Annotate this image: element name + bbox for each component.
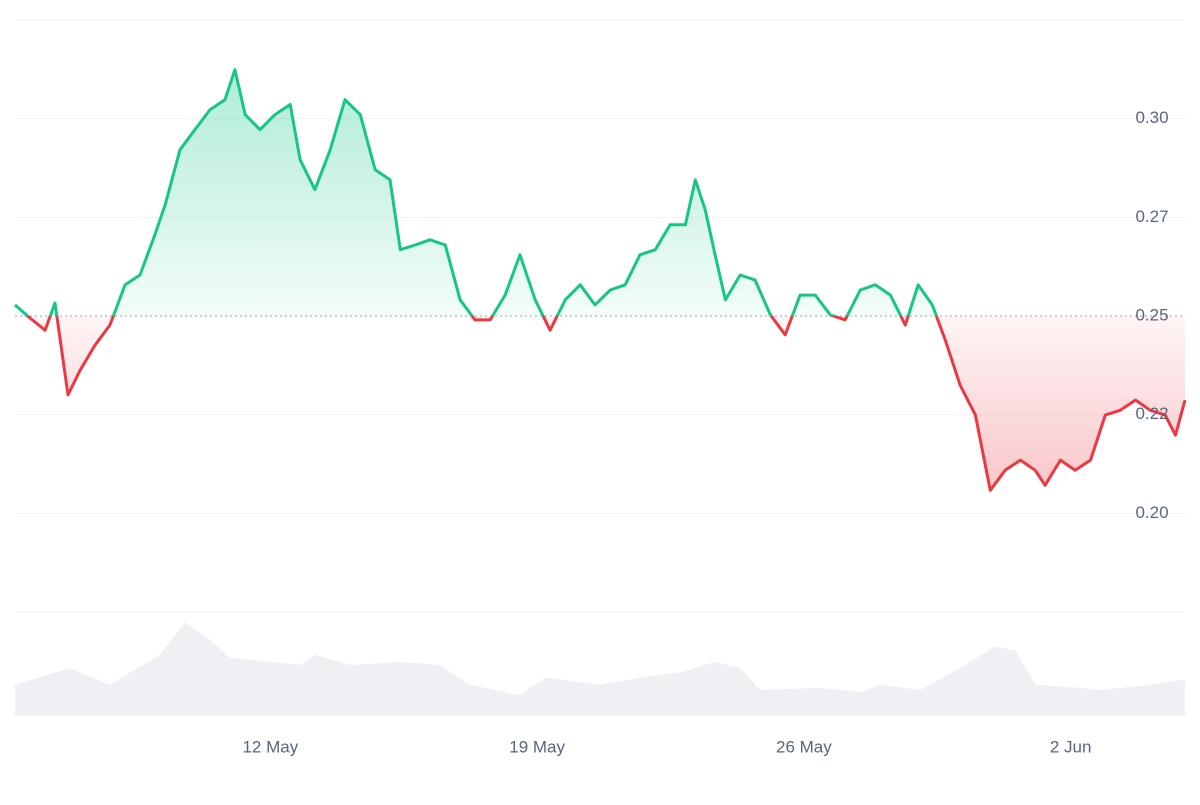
y-tick-label: 0.27 (1135, 207, 1168, 226)
y-tick-label: 0.20 (1135, 503, 1168, 522)
y-tick-label: 0.30 (1135, 108, 1168, 127)
x-tick-label: 19 May (509, 737, 565, 756)
price-line (14, 68, 1187, 492)
y-tick-label: 0.22 (1135, 404, 1168, 423)
volume-area (15, 622, 1185, 716)
x-tick-label: 26 May (776, 737, 832, 756)
price-area (15, 69, 1185, 491)
y-tick-label: 0.25 (1135, 305, 1168, 324)
x-tick-label: 12 May (242, 737, 298, 756)
x-tick-label: 2 Jun (1050, 737, 1092, 756)
